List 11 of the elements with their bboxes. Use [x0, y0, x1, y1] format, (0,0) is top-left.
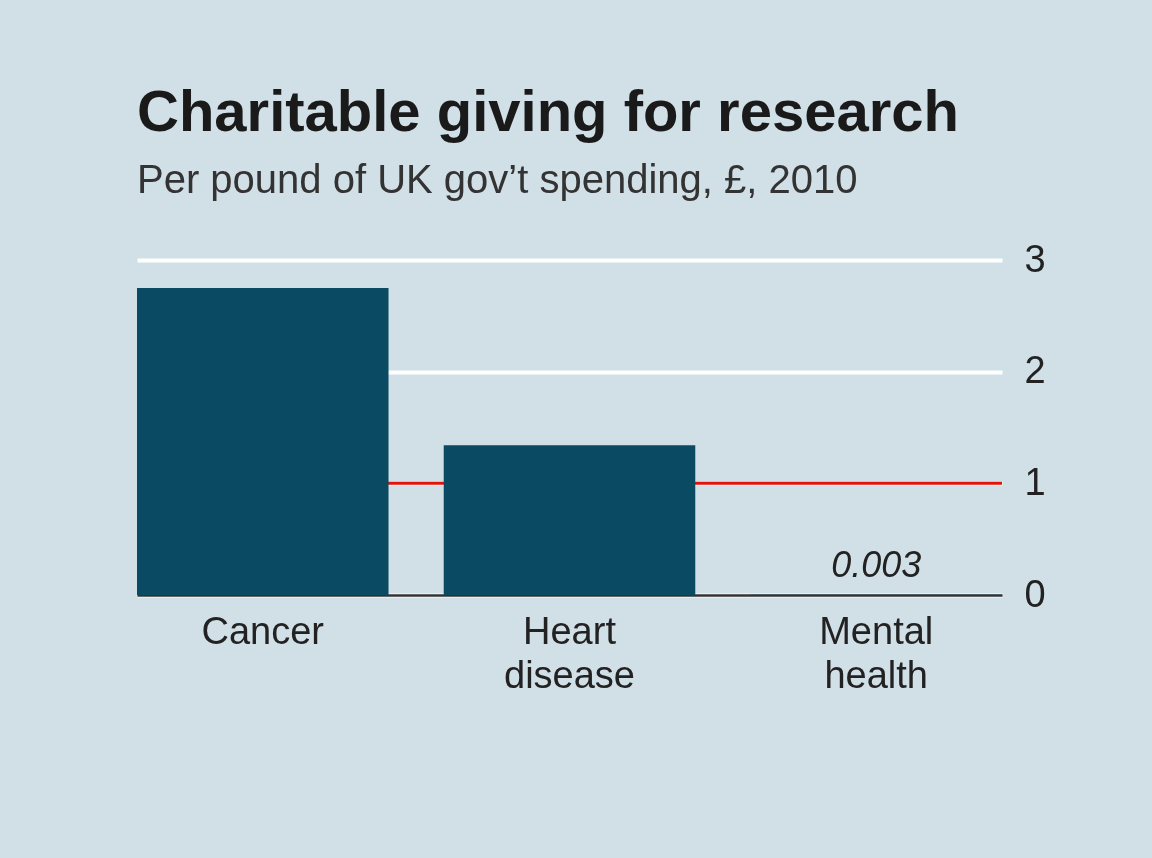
chart-title: Charitable giving for research [137, 78, 959, 143]
x-tick-label: Heart disease [504, 609, 635, 696]
chart-subtitle: Per pound of UK gov’t spending, £, 2010 [137, 157, 858, 201]
y-tick-label: 0 [1024, 572, 1046, 615]
y-tick-label: 2 [1024, 349, 1046, 392]
y-tick-label: 3 [1024, 237, 1046, 280]
y-tick-label: 1 [1024, 460, 1046, 503]
x-tick-label: Cancer [201, 609, 325, 652]
data-label: 0.003 [831, 543, 922, 585]
x-tick-label: Mental health [819, 609, 934, 696]
bar [137, 287, 389, 595]
